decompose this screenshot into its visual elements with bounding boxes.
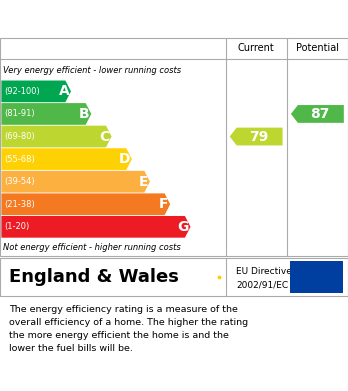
Text: (21-38): (21-38) — [4, 200, 35, 209]
Polygon shape — [230, 127, 283, 145]
Text: (81-91): (81-91) — [4, 109, 35, 118]
Polygon shape — [1, 194, 170, 215]
Bar — [290, 261, 343, 293]
Text: England & Wales: England & Wales — [9, 268, 179, 286]
Text: Very energy efficient - lower running costs: Very energy efficient - lower running co… — [3, 66, 181, 75]
Text: G: G — [177, 220, 189, 234]
Text: (69-80): (69-80) — [4, 132, 35, 141]
Text: Energy Efficiency Rating: Energy Efficiency Rating — [9, 14, 230, 29]
Text: (1-20): (1-20) — [4, 222, 30, 231]
Text: 87: 87 — [310, 107, 330, 121]
Polygon shape — [1, 148, 132, 170]
Text: Current: Current — [238, 43, 275, 53]
Polygon shape — [1, 126, 112, 147]
Text: Not energy efficient - higher running costs: Not energy efficient - higher running co… — [3, 243, 181, 252]
Text: F: F — [159, 197, 168, 211]
Text: EU Directive: EU Directive — [236, 267, 292, 276]
Text: E: E — [139, 175, 148, 189]
Text: The energy efficiency rating is a measure of the
overall efficiency of a home. T: The energy efficiency rating is a measur… — [9, 305, 248, 353]
Text: 79: 79 — [249, 129, 269, 143]
Text: (55-68): (55-68) — [4, 154, 35, 163]
Polygon shape — [1, 103, 91, 125]
Text: C: C — [100, 129, 110, 143]
Text: (92-100): (92-100) — [4, 87, 40, 96]
Text: 2002/91/EC: 2002/91/EC — [236, 281, 288, 290]
Polygon shape — [291, 105, 344, 123]
Text: Potential: Potential — [296, 43, 339, 53]
Polygon shape — [1, 81, 71, 102]
Text: B: B — [79, 107, 89, 121]
Polygon shape — [1, 216, 190, 238]
Text: (39-54): (39-54) — [4, 177, 35, 186]
Text: A: A — [58, 84, 69, 99]
Polygon shape — [1, 171, 150, 192]
Text: D: D — [119, 152, 130, 166]
